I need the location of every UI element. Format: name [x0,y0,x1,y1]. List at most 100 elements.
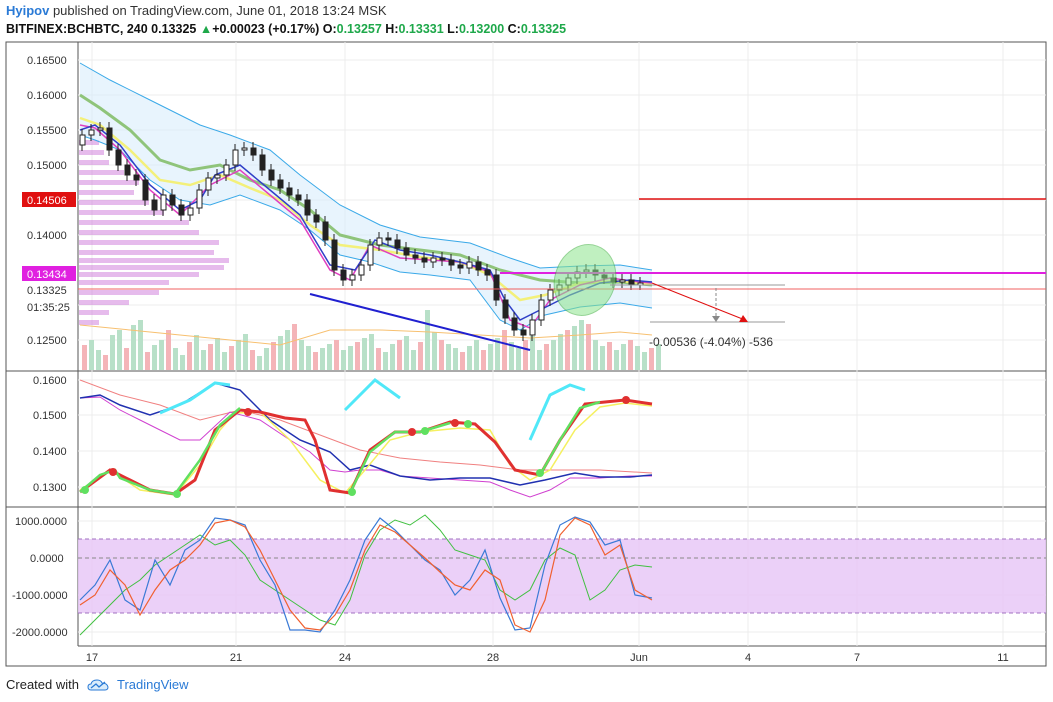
open-value: 0.13257 [336,22,382,36]
author-name[interactable]: Hyipov [6,3,50,18]
volume-bar [145,352,150,370]
volume-bar [642,352,647,370]
footer: Created with TradingView [6,677,189,692]
time-tick: 28 [487,652,499,664]
time-tick: Jun [630,652,648,664]
volume-bar [285,330,290,370]
volume-bar [656,344,661,370]
volume-profile-bar [79,240,219,245]
candle-body [322,221,329,241]
change-value: +0.00023 (+0.17%) [212,22,320,36]
candle-body [133,174,140,181]
volume-bar [180,355,185,370]
osc1-cyan-segment [528,383,586,441]
volume-profile-bar [79,250,214,255]
projection-line[interactable] [651,282,746,321]
volume-bar [369,334,374,370]
candle-body [106,127,113,151]
volume-bar [481,350,486,370]
time-tick: 11 [997,652,1008,664]
created-with-text: Created with [6,677,79,692]
volume-profile-bar [79,320,99,325]
volume-bar [250,350,255,370]
candle-body [520,329,527,336]
volume-bar [124,348,129,370]
volume-bar [327,344,332,370]
volume-bar [425,310,430,370]
osc1-tick: 0.1400 [33,446,67,458]
time-tick: 7 [854,652,860,664]
low-value: 0.13200 [458,22,505,36]
volume-bar [537,350,542,370]
volume-profile-bar [79,180,139,185]
candle-body [628,279,635,285]
volume-profile [79,140,229,325]
osc1-tick: 0.1600 [33,375,67,387]
symbol-ohlc-bar: BITFINEX:BCHBTC, 240 0.13325 ▲+0.00023 (… [6,22,566,36]
volume-ma-line [79,324,653,346]
candle-body [250,147,257,156]
volume-bar [376,348,381,370]
osc2-tick: -1000.0000 [12,590,68,602]
close-label: C: [507,22,521,36]
volume-bar [390,344,395,370]
volume-bar [404,336,409,370]
osc1-tick: 0.1500 [33,410,67,422]
volume-bar [236,340,241,370]
ma-blue-line [79,124,653,321]
volume-bar [334,340,339,370]
measure-label: -0.00536 (-4.04%) -536 [649,335,773,349]
price-tick: 0.16000 [27,90,67,102]
price-tick: 0.14000 [27,230,67,242]
tradingview-link[interactable]: TradingView [116,677,189,692]
osc1-yellow-line [79,402,653,496]
volume-bar [530,336,535,370]
volume-bar [439,340,444,370]
volume-bar [474,340,479,370]
volume-bar [635,346,640,370]
candle-body [457,264,464,269]
volume-bar [264,348,269,370]
volume-bar [544,344,549,370]
volume-bar [243,334,248,370]
osc1-cyan-segment [159,381,231,415]
osc1-slow-line [79,379,653,474]
price-tick: 0.16500 [27,55,67,67]
volume-bar [383,352,388,370]
volume-profile-bar [79,272,199,277]
candle-body [394,239,401,249]
candle-body [403,247,410,256]
candle-body [295,194,302,201]
candle-body [466,261,473,269]
magenta-price-tag [22,266,76,281]
candle-body [385,237,392,241]
projection-arrow-icon [739,315,748,322]
candle-body [331,239,338,271]
volume-bar [166,330,171,370]
candle-body [448,259,455,266]
candle-body [160,194,167,211]
volume-bar [138,320,143,370]
volume-bar [257,356,262,370]
volume-bar [509,342,514,370]
trendline-blue[interactable] [309,293,531,351]
candle-body [430,257,437,263]
osc1-cyan-segment [343,378,401,412]
volume-profile-bar [79,210,164,215]
volume-bar [82,345,87,370]
candle-body [115,149,122,166]
candle-body [349,274,356,281]
time-tick: 21 [230,652,242,664]
low-label: L: [447,22,459,36]
volume-profile-bar [79,280,169,285]
volume-bar [523,340,528,370]
volume-bar [502,330,507,370]
highlight-ellipse[interactable] [544,236,625,324]
open-label: O: [322,22,337,36]
volume-bar [348,346,353,370]
candle-body [232,149,239,166]
volume-profile-bar [79,310,109,315]
oscillator-2 [78,514,1046,636]
volume-bar [467,346,472,370]
